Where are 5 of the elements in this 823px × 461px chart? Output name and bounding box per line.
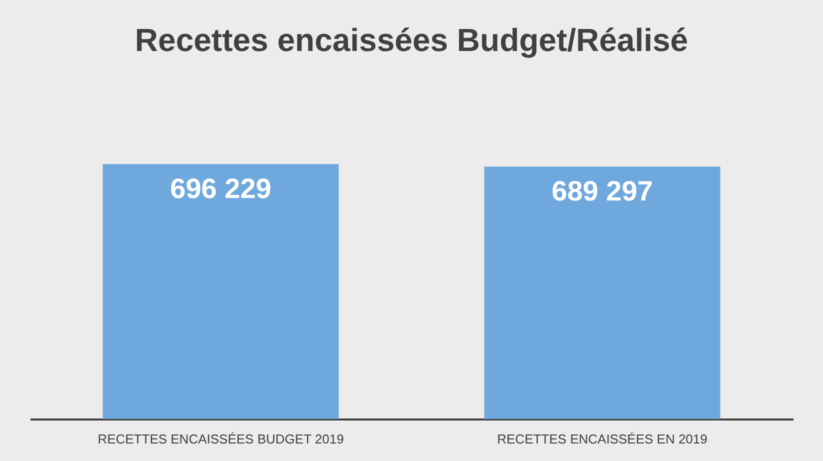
data-label: 696 229 [170,173,272,204]
x-tick-label: RECETTES ENCAISSÉES EN 2019 [497,432,708,446]
data-label: 689 297 [552,176,653,207]
x-tick-label: RECETTES ENCAISSÉES BUDGET 2019 [98,432,344,446]
chart-title: Recettes encaissées Budget/Réalisé [134,22,688,58]
